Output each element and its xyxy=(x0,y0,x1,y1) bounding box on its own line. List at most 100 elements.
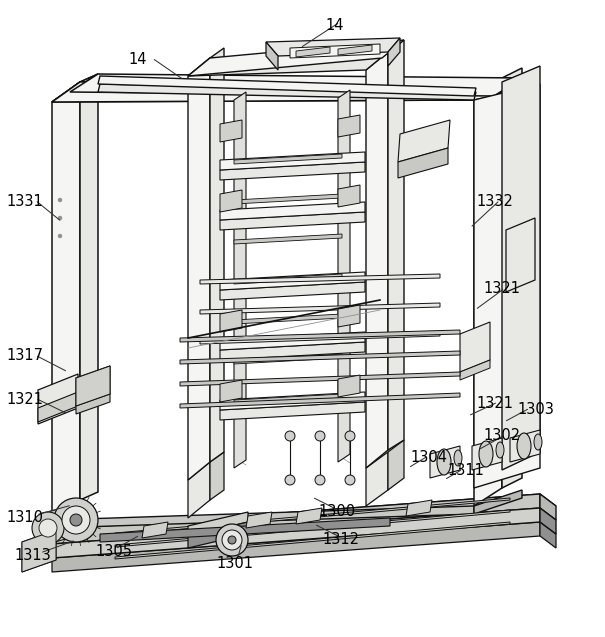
Polygon shape xyxy=(338,90,350,462)
Circle shape xyxy=(222,530,242,550)
Polygon shape xyxy=(76,366,110,406)
Circle shape xyxy=(58,198,62,202)
Circle shape xyxy=(345,431,355,441)
Polygon shape xyxy=(296,47,330,57)
Polygon shape xyxy=(474,490,522,514)
Polygon shape xyxy=(38,392,78,422)
Polygon shape xyxy=(200,332,440,344)
Text: 1321: 1321 xyxy=(476,396,513,411)
Polygon shape xyxy=(398,148,448,178)
Polygon shape xyxy=(460,360,490,380)
Circle shape xyxy=(54,498,98,542)
Polygon shape xyxy=(76,394,110,414)
Polygon shape xyxy=(220,162,365,180)
Circle shape xyxy=(58,234,62,238)
Text: 1305: 1305 xyxy=(95,544,132,559)
Text: 14: 14 xyxy=(325,18,344,33)
Polygon shape xyxy=(52,78,522,102)
Circle shape xyxy=(285,431,295,441)
Polygon shape xyxy=(366,52,388,468)
Polygon shape xyxy=(388,38,400,66)
Text: 1331: 1331 xyxy=(6,194,43,209)
Polygon shape xyxy=(430,446,460,478)
Text: 1304: 1304 xyxy=(410,450,447,465)
Polygon shape xyxy=(220,212,365,230)
Polygon shape xyxy=(52,522,540,572)
Polygon shape xyxy=(80,74,98,500)
Polygon shape xyxy=(70,74,522,96)
Polygon shape xyxy=(338,375,360,397)
Circle shape xyxy=(345,475,355,485)
Polygon shape xyxy=(200,303,440,314)
Polygon shape xyxy=(388,40,404,450)
Text: 1317: 1317 xyxy=(6,348,43,363)
Text: 1302: 1302 xyxy=(483,428,520,443)
Polygon shape xyxy=(52,494,540,544)
Polygon shape xyxy=(510,430,540,462)
Polygon shape xyxy=(398,120,450,162)
Polygon shape xyxy=(210,452,224,500)
Polygon shape xyxy=(234,92,246,468)
Polygon shape xyxy=(338,45,372,55)
Polygon shape xyxy=(98,76,476,96)
Polygon shape xyxy=(472,438,502,470)
Polygon shape xyxy=(22,530,56,572)
Polygon shape xyxy=(234,234,342,244)
Polygon shape xyxy=(234,354,342,364)
Polygon shape xyxy=(234,274,342,284)
Circle shape xyxy=(315,431,325,441)
Ellipse shape xyxy=(479,441,493,467)
Polygon shape xyxy=(200,274,440,284)
Polygon shape xyxy=(246,512,272,528)
Polygon shape xyxy=(180,372,460,386)
Polygon shape xyxy=(220,402,365,420)
Polygon shape xyxy=(52,506,474,528)
Circle shape xyxy=(39,519,57,537)
Text: 1311: 1311 xyxy=(447,463,484,478)
Polygon shape xyxy=(180,330,460,342)
Polygon shape xyxy=(338,185,360,207)
Polygon shape xyxy=(502,66,540,470)
Circle shape xyxy=(228,536,236,544)
Polygon shape xyxy=(290,44,380,58)
Polygon shape xyxy=(220,310,242,332)
Polygon shape xyxy=(210,48,224,462)
Text: 1303: 1303 xyxy=(517,402,554,417)
Polygon shape xyxy=(180,393,460,408)
Polygon shape xyxy=(22,530,56,572)
Polygon shape xyxy=(220,342,365,360)
Polygon shape xyxy=(76,366,110,406)
Polygon shape xyxy=(220,332,365,350)
Polygon shape xyxy=(188,522,248,548)
Polygon shape xyxy=(220,152,365,170)
Polygon shape xyxy=(338,305,360,327)
Polygon shape xyxy=(115,498,510,535)
Text: 1321: 1321 xyxy=(483,281,520,296)
Circle shape xyxy=(62,506,90,534)
Polygon shape xyxy=(474,82,502,506)
Polygon shape xyxy=(52,82,80,520)
Polygon shape xyxy=(460,322,490,372)
Circle shape xyxy=(216,524,248,556)
Polygon shape xyxy=(188,462,210,518)
Text: 14: 14 xyxy=(128,52,146,67)
Polygon shape xyxy=(540,508,556,534)
Polygon shape xyxy=(48,504,76,544)
Polygon shape xyxy=(115,522,510,559)
Polygon shape xyxy=(220,120,242,142)
Polygon shape xyxy=(188,40,404,76)
Circle shape xyxy=(70,514,82,526)
Polygon shape xyxy=(540,494,556,520)
Circle shape xyxy=(58,216,62,220)
Text: 1332: 1332 xyxy=(476,194,513,209)
Text: 1321: 1321 xyxy=(6,392,43,407)
Polygon shape xyxy=(52,494,556,542)
Polygon shape xyxy=(220,190,242,212)
Polygon shape xyxy=(506,218,535,292)
Polygon shape xyxy=(220,380,242,402)
Polygon shape xyxy=(338,115,360,137)
Polygon shape xyxy=(188,58,210,480)
Polygon shape xyxy=(220,392,365,410)
Polygon shape xyxy=(234,154,342,164)
Polygon shape xyxy=(388,440,404,490)
